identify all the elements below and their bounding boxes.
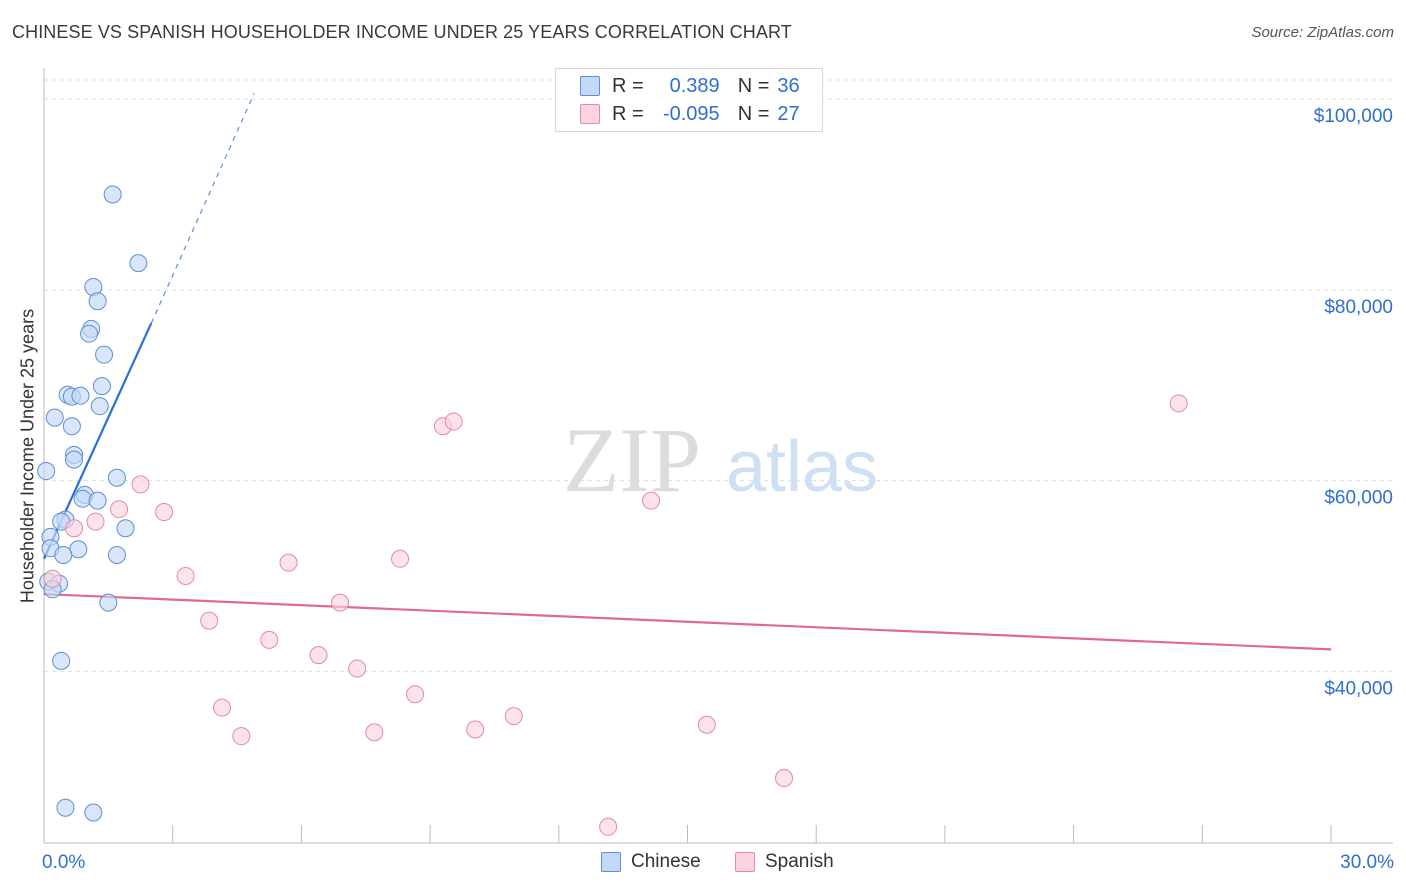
x-axis-min-label: 0.0% [42, 852, 86, 873]
y-tick-label: $100,000 [1314, 106, 1393, 127]
spanish-point [1169, 394, 1188, 413]
legend-row-spanish: R = -0.095 N = 27 [580, 100, 800, 128]
spanish-point [331, 593, 350, 612]
y-tick-label: $60,000 [1324, 488, 1393, 509]
correlation-legend: R = 0.389 N = 36 R = -0.095 N = 27 [555, 68, 823, 132]
spanish-point [642, 491, 661, 510]
spanish-point [110, 500, 129, 519]
chinese-point [88, 491, 107, 510]
chinese-point [45, 408, 64, 427]
trend-lines [42, 93, 1332, 651]
spanish-point [365, 723, 384, 742]
watermark-zip: ZIP [563, 409, 701, 511]
x-axis-max-label: 30.0% [1340, 852, 1394, 873]
spanish-point [406, 685, 425, 704]
chinese-point [62, 417, 81, 436]
legend-row-chinese: R = 0.389 N = 36 [580, 72, 800, 100]
spanish-point [43, 569, 62, 588]
spanish-point [232, 727, 251, 746]
chinese-point [90, 397, 109, 416]
n-label: N = [737, 74, 770, 97]
chinese-swatch [580, 76, 600, 96]
chinese-point [80, 324, 99, 343]
spanish-point [65, 519, 84, 538]
chinese-point [37, 462, 56, 481]
spanish-point [504, 707, 523, 726]
spanish-r-value: -0.095 [662, 102, 720, 125]
chinese-point [92, 377, 111, 396]
spanish-n-value: 27 [777, 102, 800, 125]
chinese-legend-label: Chinese [631, 851, 701, 872]
chinese-n-value: 36 [777, 74, 800, 97]
chinese-point [71, 386, 90, 405]
spanish-legend-swatch [735, 852, 755, 872]
chart-title: CHINESE VS SPANISH HOUSEHOLDER INCOME UN… [12, 22, 792, 42]
spanish-point [391, 549, 410, 568]
chinese-point [107, 545, 126, 564]
spanish-point [599, 817, 618, 836]
spanish-point [348, 659, 367, 678]
spanish-point [279, 553, 298, 572]
chinese-point [88, 292, 107, 311]
spanish-point [260, 630, 279, 649]
chinese-point [56, 798, 75, 817]
spanish-point [213, 698, 232, 717]
spanish-point [176, 566, 195, 585]
y-tick-label: $40,000 [1324, 678, 1393, 699]
chinese-point [129, 254, 148, 273]
axes [43, 68, 1393, 844]
spanish-point [131, 475, 150, 494]
chinese-r-value: 0.389 [669, 74, 720, 97]
spanish-point [86, 512, 105, 531]
y-tick-labels: $40,000 $60,000 $80,000 $100,000 [1314, 106, 1393, 699]
spanish-point [775, 769, 794, 788]
spanish-point [444, 412, 463, 431]
spanish-point [697, 715, 716, 734]
data-points [37, 185, 1188, 836]
chinese-point [54, 545, 73, 564]
spanish-point [155, 503, 174, 522]
spanish-point [309, 646, 328, 665]
chinese-point [103, 185, 122, 204]
chinese-point [73, 489, 92, 508]
y-tick-label: $80,000 [1324, 297, 1393, 318]
source-credit: Source: ZipAtlas.com [1251, 24, 1394, 41]
chinese-point [84, 803, 103, 822]
watermark-atlas: atlas [726, 427, 878, 507]
r-label: R = [612, 74, 644, 97]
chinese-point [99, 593, 118, 612]
n-label: N = [737, 102, 770, 125]
spanish-legend-label: Spanish [765, 851, 834, 872]
chinese-point [52, 651, 71, 670]
chinese-point [116, 519, 135, 538]
chinese-point [107, 468, 126, 487]
chinese-point [95, 345, 114, 364]
series-legend-chinese: Chinese [601, 851, 701, 873]
spanish-swatch [580, 104, 600, 124]
series-legend-spanish: Spanish [735, 851, 834, 873]
spanish-trend-line [43, 592, 1332, 651]
chinese-point [65, 450, 84, 469]
watermark: ZIP atlas [563, 409, 878, 511]
chinese-point [69, 540, 88, 559]
r-label: R = [612, 102, 644, 125]
spanish-point [466, 720, 485, 739]
y-axis-label: Householder Income Under 25 years [17, 308, 38, 604]
chinese-legend-swatch [601, 852, 621, 872]
chinese-trend-extension [150, 93, 255, 324]
spanish-point [200, 611, 219, 630]
gridlines [44, 79, 1393, 672]
